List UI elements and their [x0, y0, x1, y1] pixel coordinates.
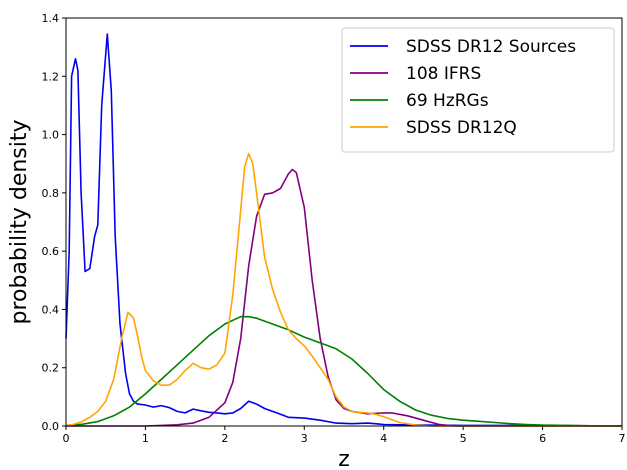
legend-label: 69 HzRGs	[406, 91, 489, 111]
series-line-3	[65, 315, 623, 427]
x-tick-label: 4	[380, 432, 387, 445]
legend-label: SDSS DR12Q	[406, 118, 517, 138]
y-tick-label: 0.0	[42, 420, 60, 433]
y-tick-label: 1.0	[42, 129, 60, 142]
x-tick-label: 3	[301, 432, 308, 445]
series-line-4	[65, 152, 622, 427]
y-axis-label: probability density	[7, 119, 32, 324]
x-tick-label: 6	[539, 432, 546, 445]
plot-lines	[65, 33, 623, 427]
y-tick-label: 0.2	[42, 362, 60, 375]
legend-label: SDSS DR12 Sources	[406, 37, 576, 57]
x-tick-label: 1	[142, 432, 149, 445]
y-tick-label: 1.4	[42, 12, 60, 25]
legend: SDSS DR12 Sources 108 IFRS 69 HzRGs SDSS DR…	[341, 27, 615, 153]
series-line-2	[66, 168, 622, 427]
y-tick-label: 0.8	[42, 187, 60, 200]
x-tick-label: 7	[619, 432, 626, 445]
y-tick-label: 0.4	[42, 303, 60, 316]
series-line-1	[65, 33, 623, 427]
x-tick-label: 0	[63, 432, 70, 445]
legend-label: 108 IFRS	[406, 64, 481, 84]
y-tick-label: 0.6	[42, 245, 60, 258]
plot-frame	[65, 17, 623, 427]
y-tick-label: 1.2	[42, 70, 60, 83]
x-axis-label: z	[338, 447, 350, 470]
x-tick-label: 5	[460, 432, 467, 445]
legend-box	[341, 27, 615, 153]
x-tick-label: 2	[221, 432, 228, 445]
